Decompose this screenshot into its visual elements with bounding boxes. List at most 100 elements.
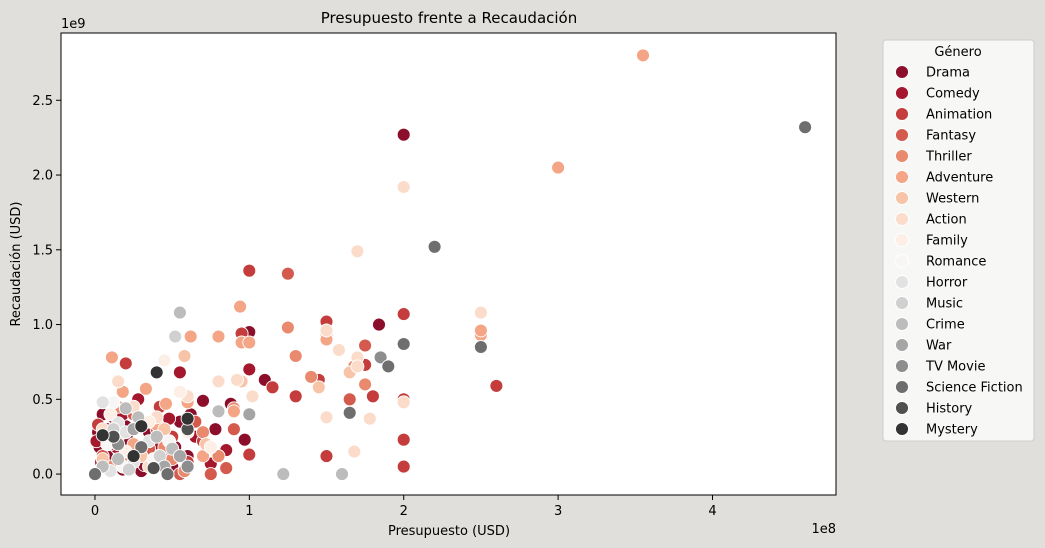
data-point: [118, 401, 133, 416]
data-point: [347, 444, 362, 459]
legend-label: Drama: [926, 66, 970, 81]
data-point: [134, 419, 149, 434]
data-point: [319, 410, 334, 425]
data-point: [288, 349, 303, 363]
y-tick-label: 2.0: [32, 169, 53, 184]
data-point: [149, 429, 164, 444]
data-point: [427, 239, 442, 254]
data-point: [183, 329, 198, 344]
data-point: [180, 411, 195, 426]
legend-marker: [895, 317, 909, 331]
legend-marker: [895, 338, 909, 352]
data-point: [111, 374, 126, 389]
data-point: [226, 404, 241, 419]
data-point: [146, 461, 161, 476]
legend-label: Family: [926, 234, 968, 249]
legend-label: Action: [926, 213, 967, 228]
x-tick-label: 0: [91, 504, 99, 519]
x-axis: 0 1 2 3 4: [91, 495, 717, 519]
legend-title: Género: [934, 45, 981, 60]
data-point: [160, 467, 175, 482]
data-point: [111, 452, 126, 467]
x-tick-label: 3: [554, 504, 562, 519]
data-point: [280, 266, 295, 281]
data-point: [233, 299, 248, 314]
data-point: [242, 263, 257, 278]
data-point: [489, 378, 504, 393]
data-point: [362, 411, 377, 426]
legend-label: Science Fiction: [926, 381, 1023, 396]
data-point: [358, 377, 373, 392]
chart-title: Presupuesto frente a Recaudación: [321, 9, 578, 27]
legend-marker: [895, 170, 909, 184]
legend-label: War: [926, 339, 952, 354]
data-point: [211, 449, 226, 464]
data-point: [203, 440, 218, 455]
data-point: [311, 380, 326, 395]
y-axis: 0.0 0.5 1.0 1.5 2.0 2.5: [32, 94, 61, 483]
data-point: [473, 323, 488, 338]
legend-label: Mystery: [926, 423, 978, 438]
legend-items: Drama Comedy Animation Fantasy Thriller Adven…: [895, 65, 1023, 438]
legend-marker: [895, 275, 909, 289]
legend-label: Music: [926, 297, 963, 312]
legend-label: Comedy: [926, 87, 980, 102]
data-point: [381, 359, 396, 374]
legend-marker: [895, 86, 909, 100]
legend-label: Romance: [926, 255, 986, 270]
legend-marker: [895, 212, 909, 226]
data-point: [226, 422, 241, 437]
x-axis-offset-label: 1e8: [811, 522, 836, 537]
data-point: [88, 467, 102, 482]
y-tick-label: 0.5: [32, 393, 53, 408]
data-point: [211, 329, 226, 344]
legend-box: [882, 39, 1035, 442]
data-point: [265, 380, 280, 395]
legend-marker: [895, 107, 909, 121]
data-point: [172, 449, 187, 464]
data-point: [319, 323, 334, 338]
data-point: [350, 359, 365, 374]
data-point: [121, 462, 136, 477]
data-point: [551, 160, 566, 175]
data-point: [219, 461, 234, 476]
data-point: [208, 422, 223, 437]
legend-label: TV Movie: [925, 360, 985, 375]
data-point: [149, 365, 164, 380]
data-point: [335, 467, 349, 482]
legend-marker: [895, 149, 909, 163]
x-tick-label: 4: [708, 504, 716, 519]
x-tick-label: 1: [245, 504, 253, 519]
data-point: [798, 120, 813, 135]
y-tick-label: 2.5: [32, 94, 53, 109]
legend-marker: [895, 233, 909, 247]
legend-label: Fantasy: [926, 129, 976, 144]
data-point: [365, 389, 380, 404]
legend-label: Western: [926, 192, 979, 207]
data-point: [180, 459, 195, 474]
data-point: [95, 428, 110, 443]
legend-marker: [895, 380, 909, 394]
data-point: [172, 384, 187, 399]
legend-marker: [895, 422, 909, 436]
data-point: [203, 467, 218, 482]
data-point: [168, 329, 183, 344]
data-point: [211, 404, 226, 419]
x-tick-label: 2: [400, 504, 408, 519]
legend-marker: [895, 296, 909, 310]
legend-label: History: [926, 402, 973, 417]
data-point: [157, 353, 172, 368]
data-point: [126, 449, 141, 464]
legend-marker: [895, 254, 909, 268]
data-point: [342, 405, 357, 420]
data-point: [138, 381, 153, 396]
data-point: [242, 335, 257, 350]
data-point: [230, 372, 244, 387]
data-point: [331, 343, 346, 357]
data-point: [342, 392, 357, 407]
y-tick-label: 0.0: [32, 468, 53, 483]
data-point: [172, 365, 187, 380]
legend: Género Drama Comedy Animation Fantasy Thrill…: [882, 39, 1035, 442]
data-point: [373, 350, 388, 365]
